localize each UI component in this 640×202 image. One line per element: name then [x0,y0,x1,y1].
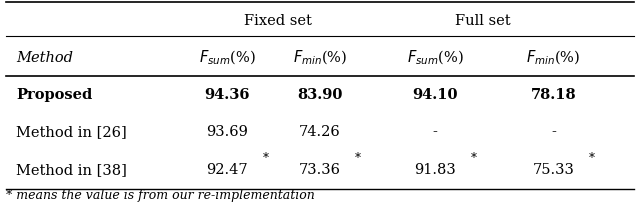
Text: $F_{min}$(%): $F_{min}$(%) [527,48,580,67]
Text: 73.36: 73.36 [299,163,341,177]
Text: *: * [470,152,476,165]
Text: Proposed: Proposed [16,88,92,102]
Text: -: - [433,125,438,139]
Text: *: * [262,152,268,165]
Text: $F_{sum}$(%): $F_{sum}$(%) [407,48,463,67]
Text: 78.18: 78.18 [531,88,577,102]
Text: 91.83: 91.83 [414,163,456,177]
Text: Method in [26]: Method in [26] [16,125,127,139]
Text: 74.26: 74.26 [299,125,341,139]
Text: *: * [355,152,361,165]
Text: $F_{sum}$(%): $F_{sum}$(%) [199,48,255,67]
Text: 75.33: 75.33 [532,163,575,177]
Text: 94.36: 94.36 [204,88,250,102]
Text: 93.69: 93.69 [206,125,248,139]
Text: 92.47: 92.47 [206,163,248,177]
Text: 83.90: 83.90 [298,88,342,102]
Text: *: * [589,152,595,165]
Text: Full set: Full set [456,14,511,28]
Text: Fixed set: Fixed set [244,14,312,28]
Text: Method: Method [16,50,73,65]
Text: $F_{min}$(%): $F_{min}$(%) [293,48,347,67]
Text: Method in [38]: Method in [38] [16,163,127,177]
Text: 94.10: 94.10 [412,88,458,102]
Text: -: - [551,125,556,139]
Text: * means the value is from our re-implementation: * means the value is from our re-impleme… [6,189,315,202]
